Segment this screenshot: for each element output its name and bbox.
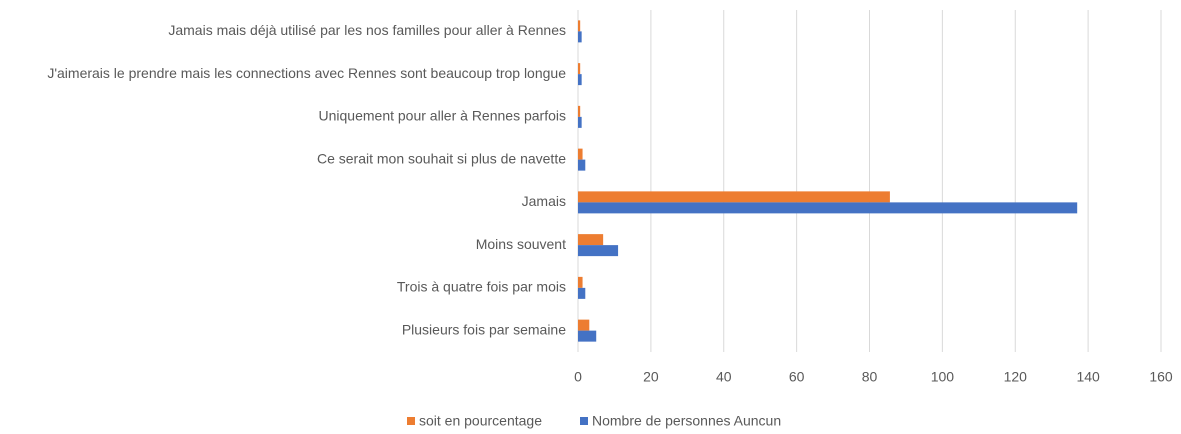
- bar: [578, 245, 619, 257]
- x-tick-label: 0: [574, 369, 582, 385]
- bar: [578, 276, 583, 288]
- y-tick-label: Trois à quatre fois par mois: [397, 279, 566, 295]
- bar: [578, 234, 604, 246]
- bar: [578, 319, 590, 331]
- x-tick-label: 120: [1004, 369, 1028, 385]
- x-tick-label: 160: [1149, 369, 1173, 385]
- bar: [578, 202, 1078, 214]
- y-tick-label: Ce serait mon souhait si plus de navette: [317, 150, 566, 166]
- y-tick-label: J'aimerais le prendre mais les connectio…: [47, 65, 566, 81]
- legend-label: soit en pourcentage: [419, 413, 542, 429]
- y-tick-label: Moins souvent: [476, 236, 566, 252]
- bar: [578, 287, 586, 299]
- x-tick-label: 140: [1076, 369, 1100, 385]
- x-tick-label: 40: [716, 369, 732, 385]
- bar: [578, 148, 583, 160]
- bar: [578, 191, 890, 203]
- x-tick-label: 60: [789, 369, 805, 385]
- x-tick-label: 100: [931, 369, 955, 385]
- bar: [578, 20, 581, 32]
- bar: [578, 31, 582, 43]
- x-tick-label: 80: [862, 369, 878, 385]
- bar: [578, 63, 581, 75]
- y-tick-label: Jamais mais déjà utilisé par les nos fam…: [168, 22, 566, 38]
- bar: [578, 330, 597, 342]
- y-tick-label: Jamais: [522, 193, 566, 209]
- legend-swatch: [580, 417, 588, 425]
- bar: [578, 74, 582, 86]
- bar: [578, 105, 581, 117]
- legend-swatch: [407, 417, 415, 425]
- bar: [578, 159, 586, 171]
- legend-label: Nombre de personnes Auncun: [592, 413, 781, 429]
- y-tick-label: Uniquement pour aller à Rennes parfois: [319, 108, 566, 124]
- bar: [578, 116, 582, 128]
- x-tick-label: 20: [643, 369, 659, 385]
- y-tick-label: Plusieurs fois par semaine: [402, 321, 566, 337]
